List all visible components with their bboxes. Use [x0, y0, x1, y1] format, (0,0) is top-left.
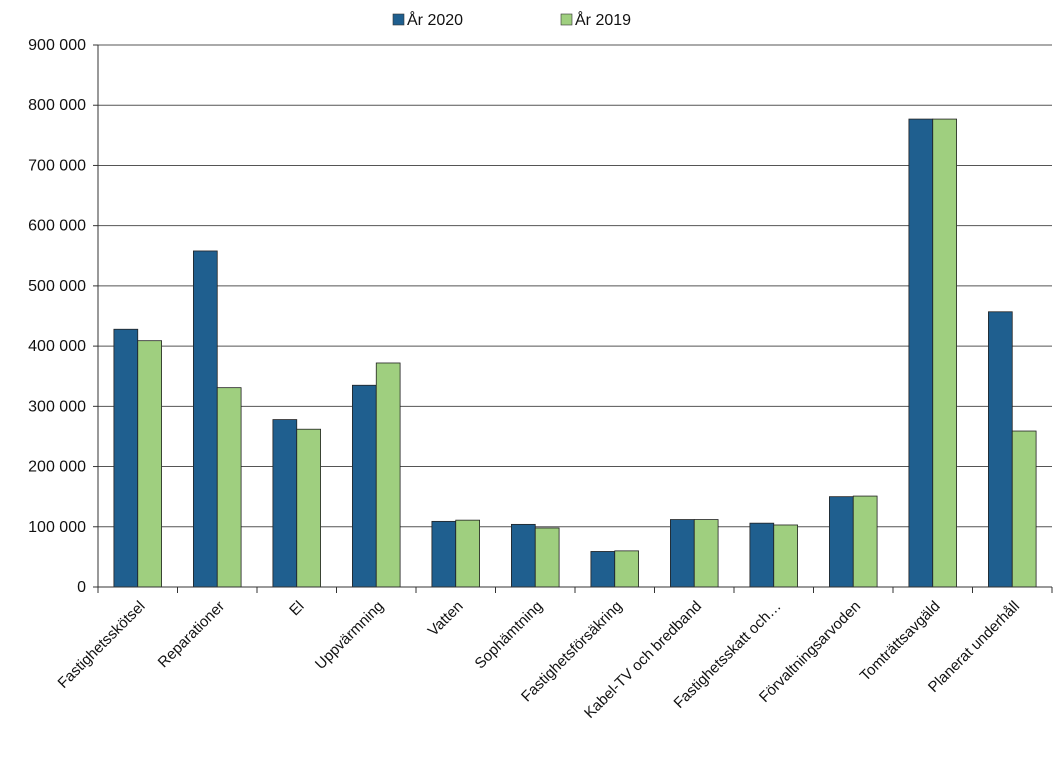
x-category-label: Tomträttsavgäld — [857, 598, 944, 685]
bar-2019 — [693, 519, 719, 588]
bar-2019 — [773, 524, 799, 588]
bar-2020 — [590, 551, 616, 588]
bar-2020 — [908, 118, 934, 588]
bar-2019 — [137, 340, 163, 588]
bar-2019 — [534, 527, 560, 588]
y-tick-label: 400 000 — [28, 338, 86, 355]
bar-2020 — [749, 522, 775, 588]
x-category-label: Fastighetsskötsel — [55, 598, 149, 692]
bars — [113, 118, 1037, 588]
axes — [97, 45, 1053, 593]
bar-2019 — [1011, 430, 1037, 588]
bar-2020 — [510, 523, 536, 588]
bar-2019 — [614, 550, 640, 588]
bar-2019 — [375, 362, 401, 588]
x-category-label: El — [286, 598, 307, 619]
x-category-label: Uppvärmning — [312, 598, 387, 673]
gridlines — [93, 44, 1052, 588]
y-tick-label: 500 000 — [28, 278, 86, 295]
x-category-label: Sophämtning — [472, 598, 547, 673]
bar-2020 — [351, 384, 377, 588]
y-tick-label: 0 — [77, 579, 86, 596]
bar-2020 — [829, 496, 854, 588]
y-tick-label: 700 000 — [28, 157, 86, 174]
bar-2020 — [988, 311, 1013, 588]
y-tick-label: 800 000 — [28, 97, 86, 114]
bar-2019 — [932, 118, 958, 588]
bar-2020 — [431, 520, 457, 588]
bar-2019 — [296, 428, 322, 588]
y-tick-label: 200 000 — [28, 459, 86, 476]
bar-2020 — [670, 519, 695, 588]
y-axis-tick-labels: 0 100 000 200 000 300 000 400 000 500 000 600 … — [28, 37, 86, 596]
legend-label-2019: År 2019 — [575, 10, 631, 29]
y-tick-label: 300 000 — [28, 398, 86, 415]
bar-2020 — [113, 328, 139, 588]
bar-2020 — [272, 419, 298, 588]
legend-swatch-2019 — [560, 13, 573, 26]
bar-2019 — [852, 495, 878, 588]
y-tick-label: 100 000 — [28, 519, 86, 536]
y-tick-label: 600 000 — [28, 218, 86, 235]
legend-label-2020: År 2020 — [407, 10, 463, 29]
bar-2019 — [455, 519, 481, 588]
x-category-label: Reparationer — [155, 598, 228, 671]
legend: År 2020 År 2019 — [392, 10, 631, 29]
x-axis-category-labels: Fastighetsskötsel Reparationer El Uppvärmni… — [55, 598, 1023, 722]
bar-2020 — [192, 250, 218, 588]
legend-swatch-2020 — [392, 13, 405, 26]
bar-2019 — [216, 387, 242, 588]
y-tick-label: 900 000 — [28, 37, 86, 54]
x-category-label: Vatten — [425, 598, 467, 640]
